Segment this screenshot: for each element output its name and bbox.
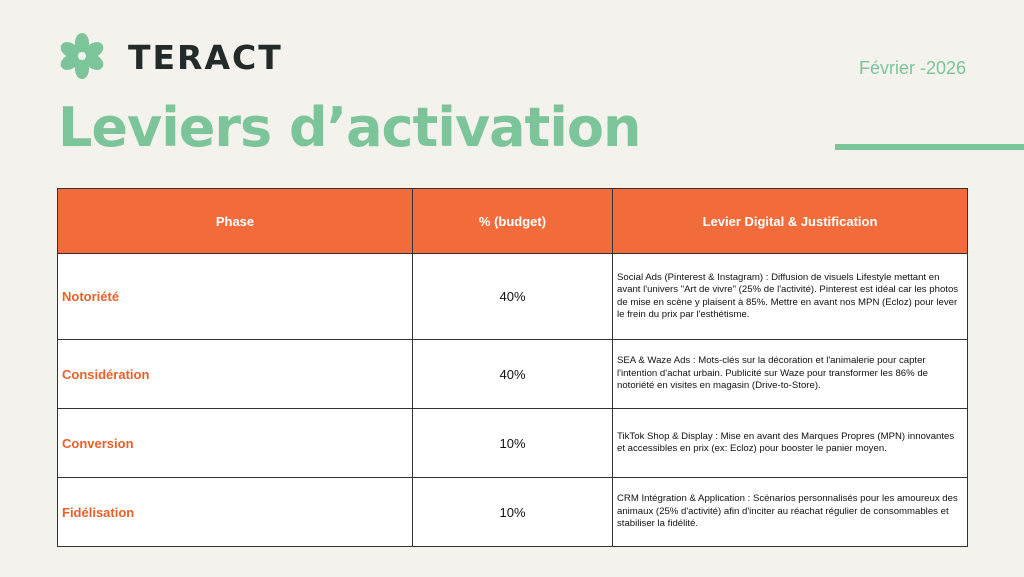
cell-just: TikTok Shop & Display : Mise en avant de… xyxy=(612,408,968,478)
cell-pct: 40% xyxy=(412,339,613,409)
logo-icon xyxy=(60,33,104,79)
cell-pct: 40% xyxy=(412,253,613,340)
cell-just: Social Ads (Pinterest & Instagram) : Dif… xyxy=(612,253,968,340)
table-row: Considération 40% SEA & Waze Ads : Mots-cl… xyxy=(57,339,968,409)
table-row: Notoriété 40% Social Ads (Pinterest & Inst… xyxy=(57,253,968,340)
column-header: % (budget) xyxy=(412,188,613,254)
column-header: Levier Digital & Justification xyxy=(612,188,968,254)
title: Leviers d’activation xyxy=(58,96,641,159)
cell-just: SEA & Waze Ads : Mots-clés sur la décora… xyxy=(612,339,968,409)
cell-phase: Fidélisation xyxy=(57,477,413,547)
logo: TERACT xyxy=(128,38,283,77)
accent-rule xyxy=(835,144,1024,150)
table: Phase% (budget) Levier Digital & Justific… xyxy=(57,188,968,547)
cell-pct: 10% xyxy=(412,477,613,547)
column-header: Phase xyxy=(57,188,413,254)
cell-phase: Notoriété xyxy=(57,253,413,340)
table-row: Fidélisation 10% CRM Intégration & Applica… xyxy=(57,477,968,547)
cell-just: CRM Intégration & Application : Scénario… xyxy=(612,477,968,547)
table-row: Conversion 10% TikTok Shop & Display : Mis… xyxy=(57,408,968,478)
date: Février -2026 xyxy=(858,58,966,78)
cell-phase: Conversion xyxy=(57,408,413,478)
cell-pct: 10% xyxy=(412,408,613,478)
cell-phase: Considération xyxy=(57,339,413,409)
header-row: Phase% (budget) Levier Digital & Justific… xyxy=(57,188,968,254)
